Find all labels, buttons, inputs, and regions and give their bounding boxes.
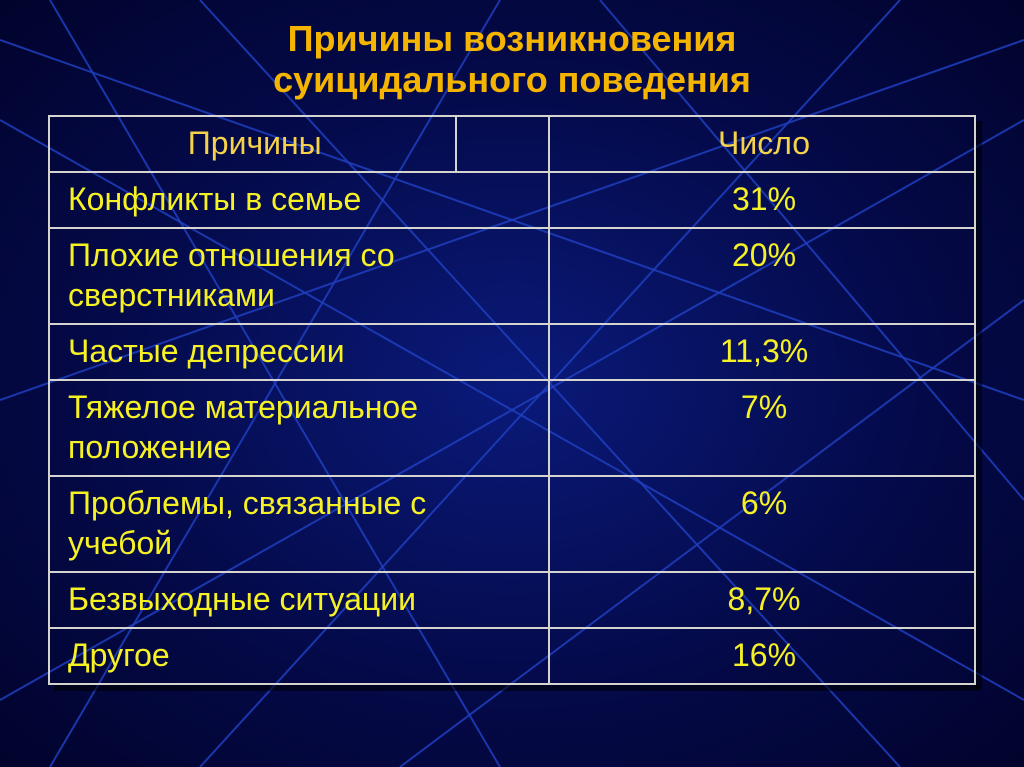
- col-number-header: Число: [549, 116, 975, 172]
- value-cell: 8,7%: [549, 572, 975, 628]
- table-header-row: Причины Число: [49, 116, 975, 172]
- slide-title: Причины возникновения суицидального пове…: [0, 0, 1024, 101]
- table-shadow-bottom: [54, 685, 980, 691]
- table-row: Другое16%: [49, 628, 975, 684]
- value-cell: 6%: [549, 476, 975, 572]
- reason-cell: Плохие отношения со сверстниками: [49, 228, 549, 324]
- table-row: Плохие отношения со сверстниками20%: [49, 228, 975, 324]
- table-row: Проблемы, связанные с учебой6%: [49, 476, 975, 572]
- value-cell: 16%: [549, 628, 975, 684]
- table-row: Безвыходные ситуации8,7%: [49, 572, 975, 628]
- col-reasons-header: Причины: [49, 116, 456, 172]
- value-cell: 11,3%: [549, 324, 975, 380]
- table-shadow-right: [976, 121, 982, 689]
- table-container: Причины Число Конфликты в семье31%Плохие…: [48, 115, 976, 685]
- reason-cell: Другое: [49, 628, 549, 684]
- value-cell: 31%: [549, 172, 975, 228]
- table-row: Конфликты в семье31%: [49, 172, 975, 228]
- reason-cell: Частые депрессии: [49, 324, 549, 380]
- value-cell: 7%: [549, 380, 975, 476]
- table-row: Частые депрессии11,3%: [49, 324, 975, 380]
- title-line-2: суицидального поведения: [0, 59, 1024, 100]
- reason-cell: Тяжелое материальное положение: [49, 380, 549, 476]
- reasons-table: Причины Число Конфликты в семье31%Плохие…: [48, 115, 976, 685]
- reason-cell: Проблемы, связанные с учебой: [49, 476, 549, 572]
- reason-cell: Конфликты в семье: [49, 172, 549, 228]
- title-line-1: Причины возникновения: [0, 18, 1024, 59]
- col-spacer-header: [456, 116, 549, 172]
- table-row: Тяжелое материальное положение7%: [49, 380, 975, 476]
- slide: Причины возникновения суицидального пове…: [0, 0, 1024, 767]
- value-cell: 20%: [549, 228, 975, 324]
- reason-cell: Безвыходные ситуации: [49, 572, 549, 628]
